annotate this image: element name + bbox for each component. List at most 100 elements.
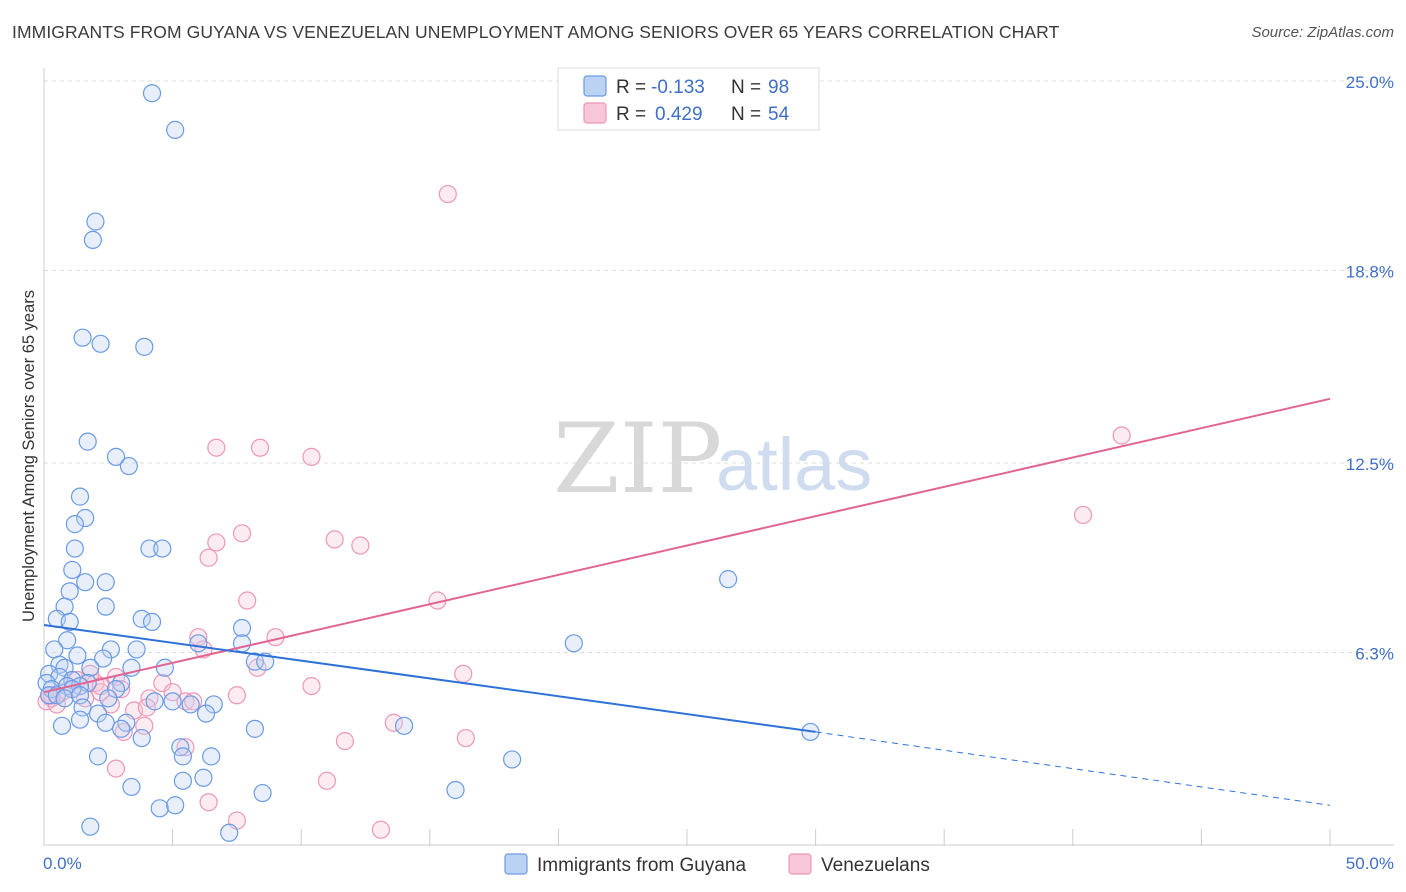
guyana-point bbox=[132, 728, 151, 748]
axes bbox=[43, 68, 1394, 846]
trend-lines bbox=[43, 397, 1331, 806]
guyana-point bbox=[106, 680, 126, 699]
venezuelan-point bbox=[106, 759, 126, 778]
guyana-point bbox=[163, 692, 182, 711]
guyana-point bbox=[142, 84, 162, 103]
guyana-point bbox=[81, 658, 100, 677]
venezuelan-point bbox=[207, 438, 226, 457]
legend-guyana-label: Immigrants from Guyana bbox=[537, 855, 746, 876]
guyana-point bbox=[94, 649, 113, 668]
guyana-n-value: 98 bbox=[768, 77, 789, 98]
venezuelan-point bbox=[163, 683, 182, 702]
guyana-point bbox=[145, 692, 164, 711]
venezuelan-point bbox=[302, 447, 321, 466]
venezuelan-r-label: R = bbox=[616, 104, 646, 125]
y-axis-title: Unemployment Among Seniors over 65 years bbox=[20, 290, 38, 622]
guyana-point bbox=[96, 573, 115, 592]
stats-legend: R = -0.133 N = 98 R = 0.429 N = 54 bbox=[557, 67, 820, 131]
guyana-point bbox=[58, 631, 77, 650]
venezuelan-point bbox=[1073, 505, 1093, 525]
venezuelan-point bbox=[207, 533, 226, 552]
y-tick-label: 6.3% bbox=[1355, 644, 1394, 663]
guyana-point bbox=[55, 689, 74, 708]
venezuelan-point bbox=[176, 692, 195, 711]
guyana-point bbox=[52, 716, 72, 735]
venezuelan-point bbox=[227, 686, 246, 705]
guyana-point bbox=[181, 695, 200, 714]
guyana-point bbox=[63, 560, 82, 580]
guyana-point bbox=[132, 609, 151, 628]
guyana-point bbox=[45, 640, 64, 659]
guyana-point bbox=[150, 799, 169, 818]
venezuelan-point bbox=[238, 591, 257, 610]
venezuelan-point bbox=[351, 536, 370, 555]
guyana-point bbox=[245, 652, 265, 671]
venezuelan-point bbox=[199, 548, 218, 567]
guyana-point bbox=[70, 487, 90, 506]
guyana-point bbox=[60, 582, 79, 601]
guyana-point bbox=[96, 713, 115, 732]
guyana-point bbox=[106, 447, 126, 466]
guyana-point bbox=[91, 334, 110, 353]
guyana-r-label: R = bbox=[616, 77, 646, 98]
guyana-point bbox=[173, 747, 192, 766]
guyana-point bbox=[83, 230, 102, 250]
venezuelan-trend-line bbox=[43, 397, 1331, 694]
guyana-point bbox=[194, 768, 213, 787]
venezuelan-point bbox=[456, 728, 475, 748]
guyana-r-value: -0.133 bbox=[651, 77, 705, 98]
venezuelan-r-value: 0.429 bbox=[655, 104, 703, 125]
guyana-point bbox=[153, 539, 172, 558]
guyana-swatch bbox=[583, 75, 607, 97]
guyana-point bbox=[140, 539, 159, 558]
guyana-point bbox=[96, 597, 115, 616]
venezuelan-point bbox=[317, 771, 337, 790]
watermark-atlas: atlas bbox=[716, 423, 872, 506]
guyana-point bbox=[127, 640, 146, 659]
guyana-point bbox=[81, 817, 100, 836]
guyana-point bbox=[88, 704, 108, 723]
guyana-points bbox=[37, 84, 820, 842]
grid-lines bbox=[44, 80, 1394, 653]
guyana-n-label: N = bbox=[731, 77, 761, 98]
guyana-point bbox=[60, 612, 79, 632]
guyana-point bbox=[503, 750, 522, 769]
guyana-point bbox=[119, 456, 138, 476]
guyana-point bbox=[76, 573, 95, 592]
legend-venezuelan-label: Venezuelans bbox=[821, 855, 930, 876]
guyana-point bbox=[86, 212, 105, 231]
guyana-point bbox=[88, 747, 108, 766]
guyana-point bbox=[65, 539, 84, 558]
venezuelan-point bbox=[438, 184, 457, 204]
guyana-point bbox=[155, 658, 174, 677]
y-tick-labels: 6.3% 12.5% 18.8% 25.0% bbox=[1346, 73, 1394, 663]
guyana-point bbox=[245, 719, 265, 738]
guyana-point bbox=[196, 704, 216, 723]
guyana-point bbox=[232, 618, 252, 638]
guyana-point bbox=[446, 780, 465, 800]
guyana-point bbox=[173, 771, 192, 790]
venezuelan-point bbox=[153, 673, 172, 693]
guyana-point bbox=[70, 710, 90, 729]
guyana-trend-line bbox=[43, 623, 816, 733]
guyana-point bbox=[189, 634, 208, 653]
guyana-point bbox=[78, 432, 97, 451]
guyana-point bbox=[202, 747, 221, 766]
y-tick-label: 12.5% bbox=[1346, 455, 1394, 474]
venezuelan-point bbox=[371, 820, 391, 839]
venezuelan-n-label: N = bbox=[731, 104, 761, 125]
venezuelan-swatch bbox=[583, 102, 607, 124]
guyana-point bbox=[68, 646, 87, 665]
venezuelan-point bbox=[302, 676, 321, 696]
venezuelan-point bbox=[250, 438, 270, 457]
source-label: Source: ZipAtlas.com bbox=[1251, 24, 1394, 41]
series-legend: Immigrants from Guyana Venezuelans bbox=[504, 853, 930, 876]
venezuelan-point bbox=[232, 524, 252, 543]
guyana-point bbox=[253, 783, 272, 803]
venezuelan-point bbox=[454, 664, 473, 683]
venezuelan-point bbox=[112, 680, 131, 699]
venezuelan-point bbox=[199, 793, 218, 812]
guyana-point bbox=[719, 570, 738, 589]
guyana-point bbox=[99, 689, 118, 708]
